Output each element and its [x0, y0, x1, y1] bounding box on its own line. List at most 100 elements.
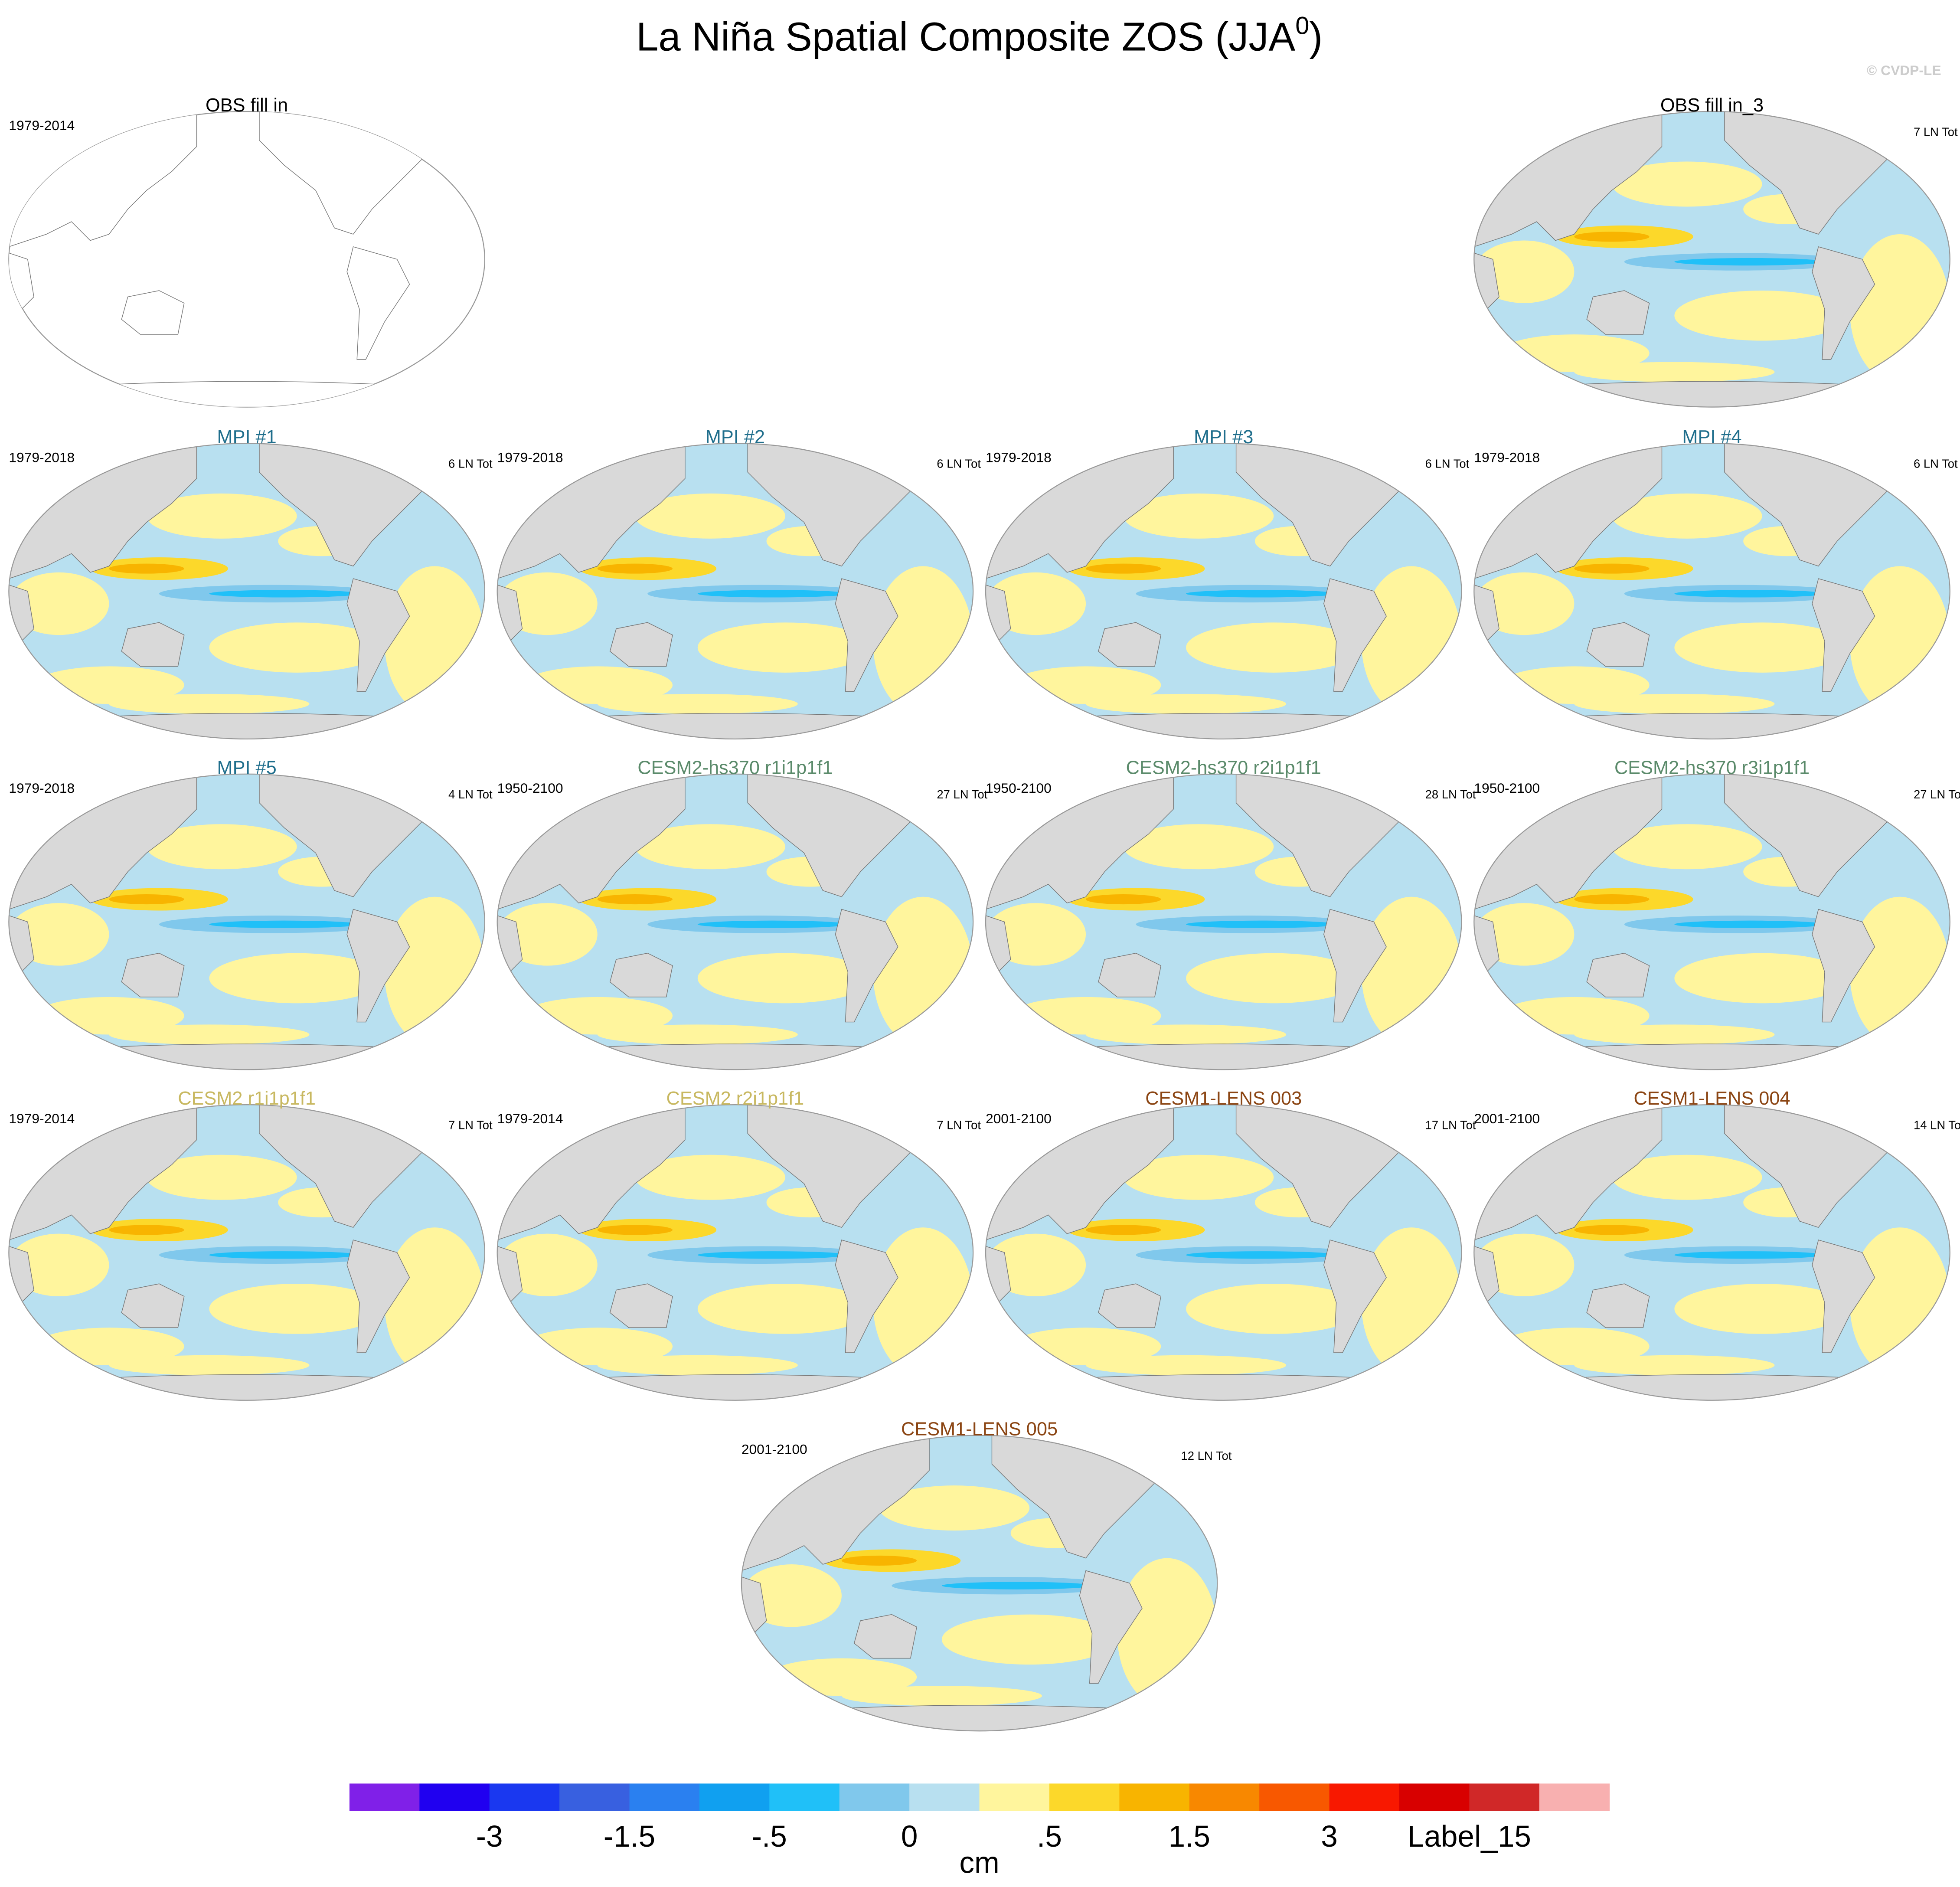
panel-period: 1979-2014 [9, 1111, 75, 1126]
panel-period: 1979-2018 [497, 449, 563, 465]
colorbar-box [699, 1783, 770, 1811]
map-panel: MPI #5 1979-2018 4 LN Tot [9, 758, 493, 1070]
map-filled [986, 443, 1461, 739]
panel-period: 1979-2014 [497, 1111, 563, 1126]
colorbar-box [1259, 1783, 1330, 1811]
colorbar-box [1399, 1783, 1470, 1811]
panel-period: 1979-2014 [9, 118, 75, 133]
map-filled [9, 774, 484, 1070]
colorbar-unit: cm [959, 1845, 999, 1879]
colorbar-box [769, 1783, 840, 1811]
panel-period: 1979-2018 [9, 449, 75, 465]
map-panel: CESM2 r1i1p1f1 1979-2014 7 LN Tot [9, 1088, 493, 1400]
colorbar-label: 0 [901, 1819, 918, 1853]
map-panel: CESM2-hs370 r1i1p1f1 1950-2100 27 LN Tot [497, 758, 988, 1070]
panel-title: CESM1-LENS 003 [1145, 1088, 1302, 1109]
panel-count: 6 LN Tot [1914, 457, 1958, 471]
panel-title: MPI #1 [217, 427, 277, 448]
map-panel: MPI #4 1979-2018 6 LN Tot [1474, 427, 1958, 739]
panel-count: 4 LN Tot [448, 788, 493, 801]
panel-count: 7 LN Tot [1914, 125, 1958, 138]
map-filled [742, 1436, 1217, 1731]
map-filled [497, 443, 973, 739]
map-panel: MPI #2 1979-2018 6 LN Tot [497, 427, 981, 739]
panel-count: 7 LN Tot [937, 1118, 981, 1132]
map-panel: CESM2 r2i1p1f1 1979-2014 7 LN Tot [497, 1088, 981, 1400]
colorbar-box [629, 1783, 700, 1811]
panel-count: 6 LN Tot [937, 457, 981, 471]
panel-count: 17 LN Tot [1425, 1118, 1476, 1132]
map-filled [497, 1105, 973, 1400]
map-panel: CESM2-hs370 r3i1p1f1 1950-2100 27 LN Tot [1474, 758, 1960, 1070]
panel-title: MPI #2 [706, 427, 765, 448]
watermark: © CVDP-LE [1867, 62, 1941, 78]
map-filled [9, 1105, 484, 1400]
map-panel: OBS fill in_3 7 LN Tot [1474, 95, 1958, 407]
colorbar-box [1189, 1783, 1260, 1811]
map-panel: OBS fill in 1979-2014 [9, 95, 484, 407]
colorbar-box [1539, 1783, 1610, 1811]
colorbar-box [559, 1783, 630, 1811]
colorbar-box [909, 1783, 980, 1811]
colorbar-box [349, 1783, 420, 1811]
colorbar-label: -.5 [752, 1819, 787, 1853]
panel-period: 2001-2100 [742, 1442, 807, 1457]
map-filled [1474, 774, 1950, 1070]
map-filled [1474, 111, 1950, 407]
map-filled [1474, 443, 1950, 739]
panel-count: 27 LN Tot [1914, 788, 1960, 801]
panel-count: 14 LN Tot [1914, 1118, 1960, 1132]
title-close: ) [1309, 14, 1323, 59]
colorbar-label: -3 [476, 1819, 503, 1853]
panel-count: 6 LN Tot [448, 457, 493, 471]
panel-period: 1979-2018 [986, 449, 1052, 465]
panel-title: CESM2-hs370 r2i1p1f1 [1126, 758, 1321, 778]
panel-period: 2001-2100 [986, 1111, 1052, 1126]
colorbar-label: 3 [1321, 1819, 1338, 1853]
panel-title: CESM2 r1i1p1f1 [178, 1088, 316, 1109]
panel-title: OBS fill in_3 [1660, 95, 1764, 116]
panel-title: OBS fill in [206, 95, 288, 116]
colorbar-box [419, 1783, 490, 1811]
colorbar-box [1049, 1783, 1120, 1811]
map-panel: CESM1-LENS 004 2001-2100 14 LN Tot [1474, 1088, 1960, 1400]
map-panel: MPI #1 1979-2018 6 LN Tot [9, 427, 493, 739]
panel-count: 6 LN Tot [1425, 457, 1470, 471]
panel-period: 2001-2100 [1474, 1111, 1540, 1126]
colorbar-label: Label_15 [1408, 1819, 1531, 1853]
colorbar-label: .5 [1037, 1819, 1062, 1853]
panel-period: 1950-2100 [1474, 780, 1540, 796]
panel-count: 28 LN Tot [1425, 788, 1476, 801]
map-empty [9, 111, 484, 407]
colorbar-label: -1.5 [604, 1819, 655, 1853]
map-panel: CESM1-LENS 005 2001-2100 12 LN Tot [742, 1419, 1232, 1731]
panel-title: MPI #5 [217, 758, 277, 778]
map-panel: CESM1-LENS 003 2001-2100 17 LN Tot [986, 1088, 1476, 1400]
map-filled [986, 1105, 1461, 1400]
panel-count: 7 LN Tot [448, 1118, 493, 1132]
panel-period: 1950-2100 [497, 780, 563, 796]
panel-title: CESM2-hs370 r1i1p1f1 [637, 758, 833, 778]
map-filled [1474, 1105, 1950, 1400]
panel-title: MPI #3 [1194, 427, 1253, 448]
map-filled [497, 774, 973, 1070]
panel-title: CESM1-LENS 005 [901, 1419, 1058, 1439]
panel-count: 12 LN Tot [1181, 1449, 1232, 1462]
title-superscript: 0 [1295, 12, 1309, 40]
panel-period: 1950-2100 [986, 780, 1052, 796]
colorbar-box [839, 1783, 910, 1811]
title: La Niña Spatial Composite ZOS (JJA0) [636, 12, 1323, 59]
map-filled [986, 774, 1461, 1070]
map-panel: MPI #3 1979-2018 6 LN Tot [986, 427, 1470, 739]
map-filled [9, 443, 484, 739]
colorbar-box [979, 1783, 1050, 1811]
panel-title: CESM1-LENS 004 [1634, 1088, 1790, 1109]
panel-period: 1979-2018 [1474, 449, 1540, 465]
colorbar-label: 1.5 [1169, 1819, 1210, 1853]
map-panel: CESM2-hs370 r2i1p1f1 1950-2100 28 LN Tot [986, 758, 1476, 1070]
panel-title: CESM2 r2i1p1f1 [666, 1088, 804, 1109]
colorbar-box [1329, 1783, 1400, 1811]
panel-period: 1979-2018 [9, 780, 75, 796]
